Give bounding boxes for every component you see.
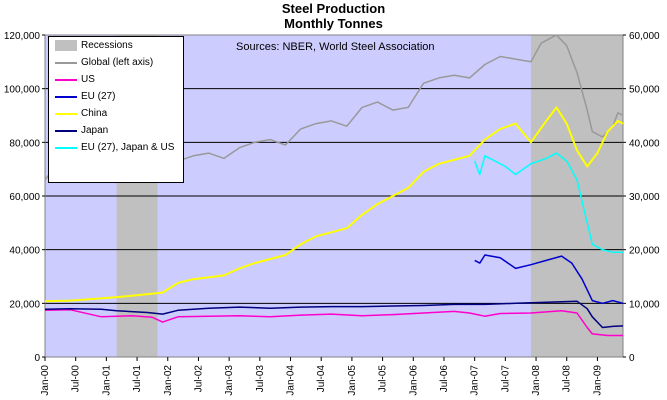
series-line-china bbox=[44, 106, 624, 303]
series-line-japan bbox=[44, 300, 624, 329]
x-tick-label: Jul-00 bbox=[71, 365, 82, 393]
legend-label-japan: Japan bbox=[81, 125, 109, 136]
series-line-us bbox=[44, 309, 623, 337]
x-tick-label: Jan-07 bbox=[470, 365, 481, 396]
x-tick-label: Jan-03 bbox=[224, 365, 235, 396]
y-left-tick-label: 80,000 bbox=[9, 138, 40, 149]
legend-label-global: Global (left axis) bbox=[81, 57, 154, 68]
y-right-tick-label: 50,000 bbox=[629, 85, 660, 96]
chart-subtitle: Monthly Tonnes bbox=[284, 16, 383, 31]
x-tick-label: Jan-05 bbox=[347, 365, 358, 396]
y-right-tick-label: 0 bbox=[629, 353, 635, 364]
y-left-tick-label: 40,000 bbox=[9, 246, 40, 257]
x-tick-label: Jan-06 bbox=[408, 365, 419, 396]
legend-swatch-china bbox=[55, 113, 77, 115]
x-tick-label: Jan-04 bbox=[286, 365, 297, 396]
legend-swatch-japan bbox=[55, 130, 77, 132]
legend-label-recessions: Recessions bbox=[81, 40, 133, 51]
chart-title: Steel Production bbox=[281, 1, 386, 16]
y-right-tick-label: 20,000 bbox=[629, 246, 660, 257]
x-tick-label: Jan-00 bbox=[40, 365, 51, 396]
legend-swatch-us bbox=[55, 79, 77, 81]
x-tick-label: Jan-02 bbox=[163, 365, 174, 396]
y-right-tick-label: 60,000 bbox=[629, 31, 660, 42]
x-tick-label: Jan-09 bbox=[592, 365, 603, 396]
legend-label-us: US bbox=[81, 74, 95, 85]
x-tick-label: Jul-08 bbox=[562, 365, 573, 393]
y-right-tick-label: 40,000 bbox=[629, 138, 660, 149]
x-tick-label: Jul-01 bbox=[132, 365, 143, 393]
legend-swatch-eu-japan-us bbox=[55, 147, 77, 149]
legend-swatch-eu27 bbox=[55, 96, 77, 98]
x-tick-label: Jul-02 bbox=[193, 365, 204, 393]
x-tick-label: Jul-03 bbox=[255, 365, 266, 393]
y-left-tick-label: 60,000 bbox=[9, 192, 40, 203]
x-tick-label: Jan-01 bbox=[101, 365, 112, 396]
x-tick-label: Jan-08 bbox=[531, 365, 542, 396]
legend-label-eu27: EU (27) bbox=[81, 91, 116, 102]
x-tick-label: Jul-07 bbox=[500, 365, 511, 393]
x-tick-label: Jul-06 bbox=[439, 365, 450, 393]
legend-swatch-recessions bbox=[55, 40, 77, 51]
series-line-eu-27-japan-us bbox=[473, 152, 623, 254]
y-right-tick-label: 10,000 bbox=[629, 299, 660, 310]
legend-swatch-global bbox=[55, 62, 77, 64]
sources-annotation: Sources: NBER, World Steel Association bbox=[236, 41, 435, 53]
x-tick-label: Jul-05 bbox=[378, 365, 389, 393]
legend-label-eu-japan-us: EU (27), Japan & US bbox=[81, 142, 175, 153]
y-left-tick-label: 0 bbox=[34, 353, 40, 364]
y-left-tick-label: 100,000 bbox=[4, 85, 41, 96]
chart-legend: Recessions Global (left axis) US EU (27)… bbox=[48, 36, 184, 183]
y-left-tick-label: 20,000 bbox=[9, 299, 40, 310]
y-left-tick-label: 120,000 bbox=[4, 31, 41, 42]
series-line-eu-27 bbox=[474, 254, 624, 305]
x-tick-label: Jul-04 bbox=[316, 365, 327, 393]
y-right-tick-label: 30,000 bbox=[629, 192, 660, 203]
legend-label-china: China bbox=[81, 108, 108, 119]
